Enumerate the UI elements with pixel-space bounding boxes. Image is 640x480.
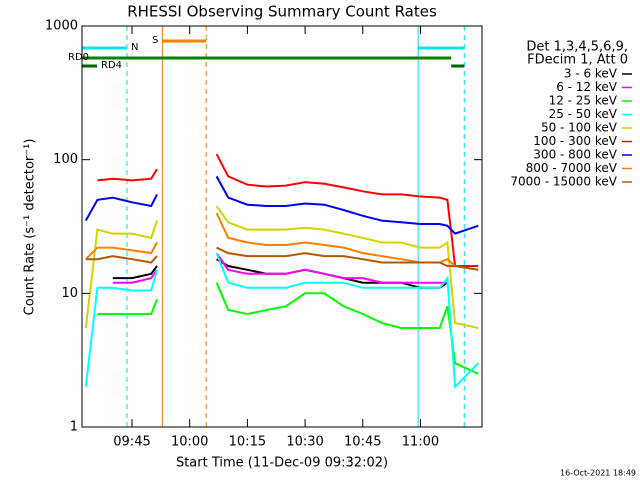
y-axis-label: Count Rate (s⁻¹ detector⁻¹) [23,139,38,316]
legend-label: 3 - 6 keV [564,67,618,81]
legend-label: 7000 - 15000 keV [510,175,617,189]
series-line [97,282,479,375]
legend-label: 12 - 25 keV [549,94,618,108]
x-tick-label: 11:00 [402,435,439,450]
series-line [84,175,479,235]
series-line [85,246,479,271]
x-tick-label: 09:45 [113,435,150,450]
x-tick-label: 10:15 [229,435,266,450]
legend-label: 300 - 800 keV [533,148,617,162]
legend-label: 50 - 100 keV [541,121,618,135]
flag-label: RD0 [68,52,89,63]
y-tick-label: 1 [70,420,78,435]
chart-title: RHESSI Observing Summary Count Rates [127,3,437,21]
legend-label: 25 - 50 keV [549,107,618,121]
x-tick-label: 10:45 [344,435,381,450]
legend-header: FDecim 1, Att 0 [527,53,628,68]
series-line [112,252,448,284]
timestamp: 16-Oct-2021 18:49 [560,469,636,478]
series-line [97,153,479,267]
legend-header: Det 1,3,4,5,6,9, [526,40,628,55]
series-line [84,252,479,390]
y-tick-label: 10 [61,286,78,301]
legend-label: 6 - 12 keV [556,80,618,94]
plot-frame [81,25,483,428]
flag-label: S [152,35,158,46]
series-line [85,212,479,271]
x-tick-label: 10:30 [286,435,323,450]
legend-label: 100 - 300 keV [533,134,617,148]
series-line [84,205,479,329]
legend-label: 800 - 7000 keV [526,161,618,175]
y-tick-label: 1000 [45,19,78,34]
y-tick-label: 100 [53,152,78,167]
x-tick-label: 10:00 [171,435,208,450]
flag-label: RD4 [101,60,122,71]
x-axis-label: Start Time (11-Dec-09 09:32:02) [176,456,388,471]
flag-label: N [131,42,138,53]
